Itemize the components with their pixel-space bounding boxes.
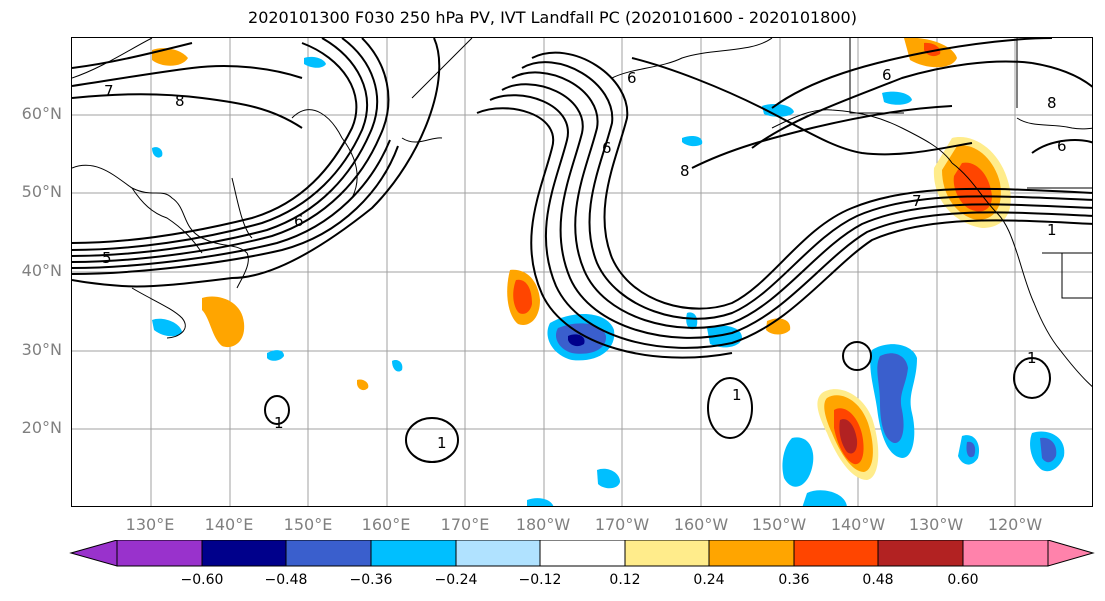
colorbar-bin-2 bbox=[201, 540, 287, 567]
colorbar-bin-4 bbox=[370, 540, 457, 567]
contour-label-6c: 6 bbox=[602, 139, 612, 157]
contour-label-1e: 1 bbox=[1047, 221, 1057, 239]
lon-label-130w: 130°W bbox=[908, 515, 964, 534]
lon-label-150w: 150°W bbox=[751, 515, 807, 534]
contour-label-7: 7 bbox=[104, 82, 114, 100]
lat-label-50n: 50°N bbox=[21, 182, 62, 201]
cb-tick-10: 0.60 bbox=[947, 572, 979, 588]
map-title: 2020101300 F030 250 hPa PV, IVT Landfall… bbox=[248, 8, 857, 27]
lon-label-160e: 160°E bbox=[361, 515, 411, 534]
colorbar-bin-11 bbox=[962, 540, 1049, 567]
contour-label-1a: 1 bbox=[274, 414, 284, 432]
map-canvas: 7 8 5 6 6 6 7 8 1 1 1 1 1 6 6 8 bbox=[72, 38, 1092, 506]
cb-tick-5: −0.12 bbox=[518, 572, 562, 588]
contour-label-1b: 1 bbox=[437, 434, 447, 452]
cb-tick-7: 0.24 bbox=[693, 572, 725, 588]
contour-label-1c: 1 bbox=[732, 386, 742, 404]
colorbar-bin-7 bbox=[624, 540, 710, 567]
pv-contours bbox=[72, 38, 1092, 463]
colorbar-bin-1 bbox=[116, 540, 203, 567]
contour-label-8: 8 bbox=[175, 92, 185, 110]
cb-tick-8: 0.36 bbox=[778, 572, 810, 588]
lon-label-170w: 170°W bbox=[594, 515, 650, 534]
colorbar-bin-6 bbox=[539, 540, 626, 567]
lon-label-130e: 130°E bbox=[125, 515, 175, 534]
cb-tick-3: −0.36 bbox=[349, 572, 393, 588]
lon-label-160w: 160°W bbox=[673, 515, 729, 534]
contour-label-7b: 7 bbox=[912, 192, 922, 210]
colorbar bbox=[69, 540, 1095, 567]
lat-label-40n: 40°N bbox=[21, 261, 62, 280]
colorbar-bin-10 bbox=[877, 540, 964, 567]
lon-label-120w: 120°W bbox=[987, 515, 1043, 534]
lon-label-140e: 140°E bbox=[204, 515, 254, 534]
contour-label-8c: 8 bbox=[1047, 94, 1057, 112]
colorbar-bin-3 bbox=[285, 540, 372, 567]
contour-label-6b: 6 bbox=[1057, 137, 1067, 155]
cb-tick-6: 0.12 bbox=[609, 572, 641, 588]
contour-label-8b: 8 bbox=[680, 162, 690, 180]
contour-label-6a: 6 bbox=[882, 66, 892, 84]
lon-label-180w: 180°W bbox=[515, 515, 571, 534]
lon-label-170e: 170°E bbox=[440, 515, 490, 534]
colorbar-bin-5 bbox=[455, 540, 541, 567]
contour-labels: 7 8 5 6 6 6 7 8 1 1 1 1 1 6 6 8 bbox=[102, 66, 1067, 452]
graticule bbox=[72, 38, 1092, 506]
cb-tick-2: −0.48 bbox=[264, 572, 308, 588]
contour-label-1d: 1 bbox=[1027, 349, 1037, 367]
lat-label-20n: 20°N bbox=[21, 418, 62, 437]
colorbar-extend-high bbox=[1047, 540, 1095, 567]
lat-label-60n: 60°N bbox=[21, 104, 62, 123]
lon-label-140w: 140°W bbox=[830, 515, 886, 534]
cb-tick-9: 0.48 bbox=[862, 572, 894, 588]
map-panel: 7 8 5 6 6 6 7 8 1 1 1 1 1 6 6 8 bbox=[71, 37, 1093, 507]
cb-tick-4: −0.24 bbox=[434, 572, 478, 588]
colorbar-bin-9 bbox=[793, 540, 879, 567]
contour-label-6e: 6 bbox=[627, 69, 637, 87]
lon-label-150e: 150°E bbox=[283, 515, 333, 534]
contour-label-5: 5 bbox=[102, 249, 112, 267]
cb-tick-1: −0.60 bbox=[180, 572, 224, 588]
contour-label-6d: 6 bbox=[294, 212, 304, 230]
colorbar-bin-8 bbox=[708, 540, 795, 567]
coastlines bbox=[72, 38, 1092, 387]
lat-label-30n: 30°N bbox=[21, 340, 62, 359]
colorbar-extend-low bbox=[69, 540, 118, 567]
